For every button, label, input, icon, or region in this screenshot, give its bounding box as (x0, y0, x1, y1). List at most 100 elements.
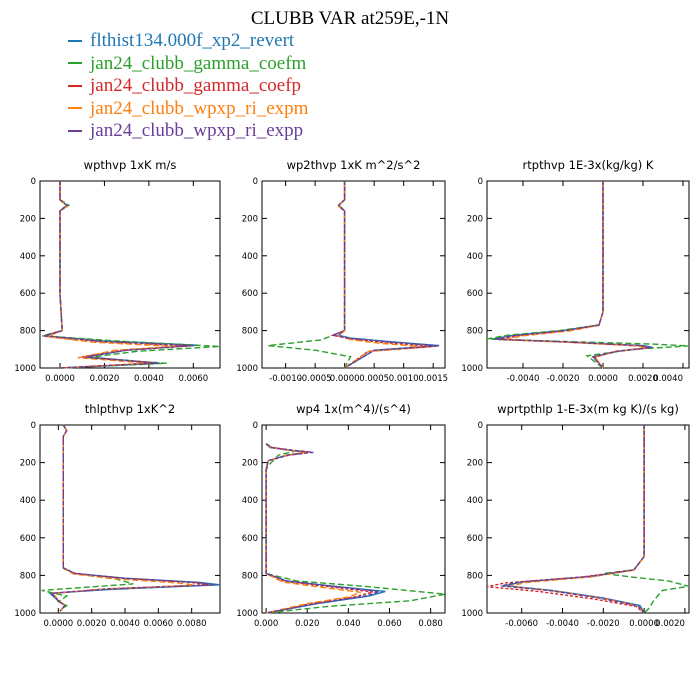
legend-swatch (68, 107, 82, 110)
y-tick-label: 200 (467, 214, 483, 224)
y-tick-label: 0 (31, 177, 36, 187)
panel-title: wpthvp 1xK m/s (84, 158, 177, 172)
figure-title: CLUBB VAR at259E,-1N (250, 8, 450, 29)
series-line (509, 425, 645, 614)
panel-title: thlpthvp 1xK^2 (85, 402, 175, 416)
x-tick-label: -0.0020 (587, 619, 620, 629)
legend-label: jan24_clubb_wpxp_ri_expm (90, 97, 309, 119)
y-tick-label: 800 (242, 571, 258, 581)
series-line (44, 181, 194, 369)
y-tick-label: 800 (20, 571, 36, 581)
y-tick-label: 800 (467, 571, 483, 581)
y-tick-label: 0 (253, 177, 258, 187)
x-tick-label: 0.0000 (588, 374, 618, 384)
y-tick-label: 0 (31, 421, 36, 431)
x-tick-label: 0.0000 (45, 374, 75, 384)
series-line (501, 425, 645, 614)
y-tick-label: 400 (467, 252, 483, 262)
y-tick-label: 400 (242, 252, 258, 262)
series-line (330, 181, 440, 369)
plot-frame (39, 424, 221, 614)
x-tick-label: 0.0020 (655, 619, 685, 629)
y-tick-label: 400 (20, 252, 36, 262)
series-line (44, 181, 198, 369)
x-tick-label: 0.0060 (143, 619, 173, 629)
plot-frame (486, 180, 690, 369)
x-tick-label: 0.0005 (359, 374, 389, 384)
y-tick-label: 800 (242, 327, 258, 337)
y-tick-label: 600 (242, 289, 258, 299)
y-tick-label: 0 (478, 177, 483, 187)
series-line (52, 424, 196, 612)
y-tick-label: 600 (20, 289, 36, 299)
y-tick-label: 400 (242, 496, 258, 506)
y-tick-label: 200 (467, 459, 483, 469)
y-tick-label: 1000 (236, 364, 258, 374)
y-tick-label: 200 (20, 214, 36, 224)
series-line (265, 443, 374, 614)
y-tick-label: 1000 (461, 364, 483, 374)
x-tick-label: 0.040 (336, 619, 360, 629)
x-tick-label: 0.060 (377, 619, 401, 629)
x-tick-label: 0.0080 (177, 619, 207, 629)
y-tick-label: 1000 (14, 609, 36, 619)
x-tick-label: 0.0040 (134, 374, 164, 384)
plot-frame (261, 424, 446, 614)
series-line (46, 181, 176, 369)
legend-label: flthist134.000f_xp2_revert (90, 30, 295, 51)
series-line (52, 424, 209, 612)
x-tick-label: -0.0005 (299, 374, 332, 384)
legend-item: jan24_clubb_gamma_coefm (68, 53, 308, 76)
legend-swatch (68, 84, 82, 87)
y-tick-label: 0 (478, 421, 483, 431)
x-tick-label: 0.0000 (43, 619, 73, 629)
series-line (265, 443, 380, 614)
legend-item: jan24_clubb_wpxp_ri_expm (68, 98, 308, 121)
series-line (50, 424, 216, 612)
y-tick-label: 600 (467, 289, 483, 299)
plot-frame (39, 180, 221, 369)
x-tick-label: -0.0060 (505, 619, 538, 629)
x-tick-label: 0.000 (254, 619, 278, 629)
series-line (41, 424, 134, 612)
x-tick-label: 0.020 (295, 619, 319, 629)
series-line (337, 181, 440, 369)
x-tick-label: 0.0000 (629, 619, 659, 629)
x-tick-label: 0.0020 (90, 374, 120, 384)
legend-label: jan24_clubb_wpxp_ri_expp (90, 120, 304, 141)
plot-frame (486, 424, 690, 614)
series-line (44, 181, 189, 369)
series-line (265, 443, 446, 614)
x-tick-label: -0.0040 (507, 374, 540, 384)
legend: flthist134.000f_xp2_revert jan24_clubb_g… (68, 30, 308, 143)
panel-title: wp4 1x(m^4)/(s^4) (296, 402, 411, 416)
legend-item: flthist134.000f_xp2_revert (68, 30, 308, 53)
legend-item: jan24_clubb_gamma_coefp (68, 75, 308, 98)
y-tick-label: 400 (20, 496, 36, 506)
x-tick-label: 0.0040 (110, 619, 140, 629)
y-tick-label: 200 (20, 459, 36, 469)
series-line (265, 443, 361, 614)
series-line (505, 425, 645, 614)
y-tick-label: 600 (242, 534, 258, 544)
panel-title: wp2thvp 1xK m^2/s^2 (287, 158, 421, 172)
y-tick-label: 800 (467, 327, 483, 337)
x-tick-label: 0.0010 (389, 374, 419, 384)
legend-label: jan24_clubb_gamma_coefp (90, 75, 302, 96)
x-tick-label: 0.0040 (653, 374, 683, 384)
y-tick-label: 1000 (14, 364, 36, 374)
series-line (494, 181, 652, 369)
x-tick-label: 0.0060 (178, 374, 208, 384)
legend-swatch (68, 129, 82, 132)
y-tick-label: 600 (20, 534, 36, 544)
legend-swatch (68, 62, 82, 65)
y-tick-label: 400 (467, 496, 483, 506)
x-tick-label: 0.0000 (330, 374, 360, 384)
y-tick-label: 600 (467, 534, 483, 544)
x-tick-label: -0.0020 (547, 374, 580, 384)
series-line (330, 181, 434, 369)
y-tick-label: 200 (242, 459, 258, 469)
x-tick-label: 0.0015 (418, 374, 448, 384)
